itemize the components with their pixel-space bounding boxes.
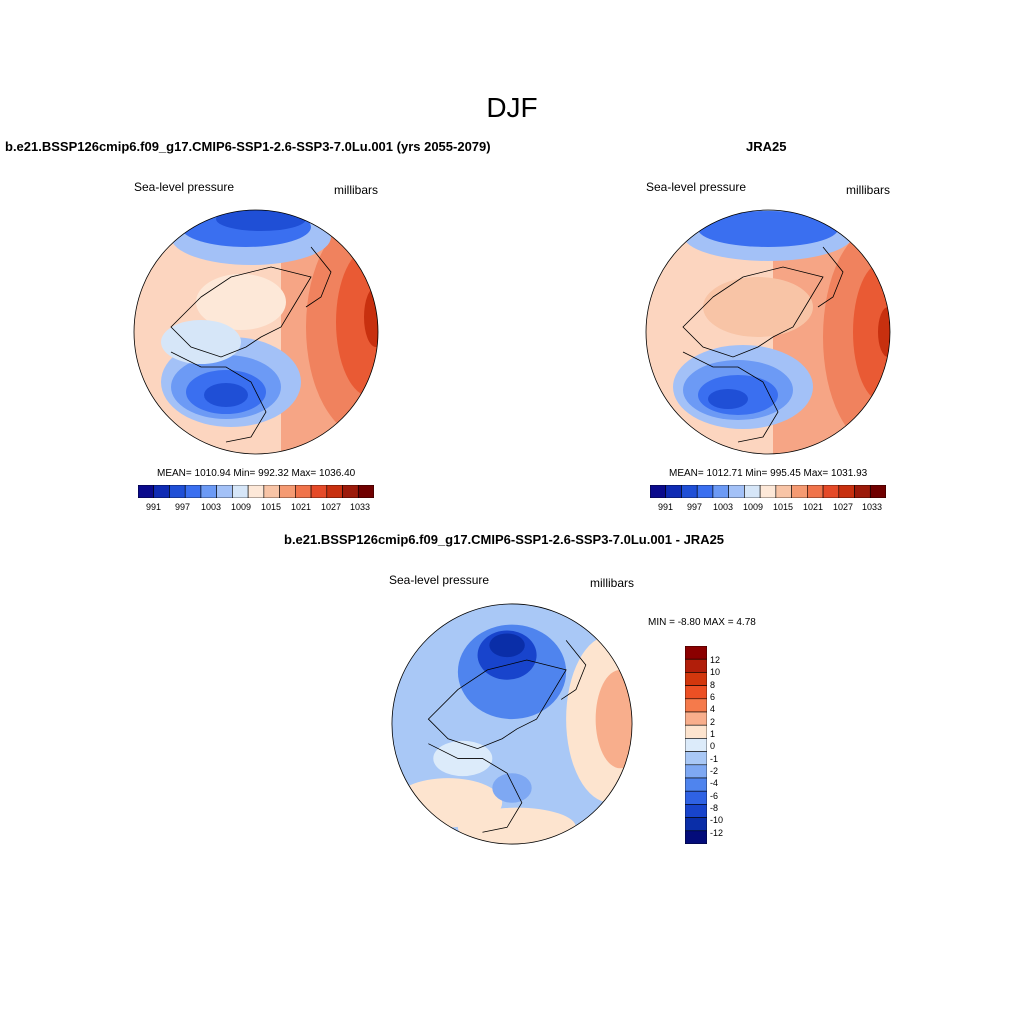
colorbar-swatch: [685, 738, 707, 752]
panel-1-colorbar-ticks: 991 997 1003 1009 1015 1021 1027 1033: [138, 502, 374, 514]
colorbar-swatch: [685, 711, 707, 726]
panel-3-map: [391, 603, 633, 845]
cb3-tick: 8: [710, 680, 716, 690]
panel-2-variable: Sea-level pressure: [646, 180, 747, 194]
colorbar-swatch: [838, 485, 855, 498]
panel-3-colorbar-ticks: 12 10 8 6 4 2 1 0 -1 -2 -4 -6 -8 -10 -12: [710, 646, 750, 844]
colorbar-swatch: [200, 485, 217, 498]
colorbar-swatch: [216, 485, 233, 498]
cb1-tick: 1009: [231, 502, 252, 512]
panel-1-variable: Sea-level pressure: [134, 180, 235, 194]
cb2-tick: 1027: [833, 502, 854, 512]
cb1-tick: 1003: [201, 502, 222, 512]
panel-3-colorbar: [685, 646, 707, 844]
colorbar-swatch: [744, 485, 761, 498]
colorbar-swatch: [791, 485, 808, 498]
colorbar-swatch: [326, 485, 343, 498]
colorbar-swatch: [263, 485, 280, 498]
colorbar-swatch: [247, 485, 265, 498]
cb3-tick: 1: [710, 729, 716, 739]
panel-1-colorbar: [138, 485, 374, 498]
figure-title: DJF: [486, 92, 538, 123]
colorbar-swatch: [775, 485, 792, 498]
cb3-tick: -6: [710, 791, 719, 801]
colorbar-swatch: [279, 485, 296, 498]
panel-1-units: millibars: [334, 183, 379, 197]
colorbar-swatch: [728, 485, 745, 498]
colorbar-swatch: [822, 485, 840, 498]
cb3-tick: -4: [710, 778, 719, 788]
colorbar-swatch: [685, 685, 707, 700]
panel-3-variable: Sea-level pressure: [389, 573, 490, 587]
cb2-tick: 991: [658, 502, 674, 512]
colorbar-swatch: [685, 777, 707, 792]
panel-3-units: millibars: [590, 576, 635, 590]
cb3-tick: 0: [710, 741, 716, 751]
cb2-tick: 997: [687, 502, 703, 512]
cb2-tick: 1003: [713, 502, 734, 512]
colorbar-swatch: [685, 764, 707, 779]
colorbar-swatch: [685, 790, 707, 805]
cb3-tick: -12: [710, 828, 724, 838]
colorbar-swatch: [696, 485, 714, 498]
colorbar-swatch: [712, 485, 729, 498]
colorbar-swatch: [685, 830, 707, 844]
colorbar-swatch: [650, 485, 667, 498]
cb3-tick: -1: [710, 754, 719, 764]
colorbar-swatch: [685, 751, 707, 766]
colorbar-swatch: [685, 804, 707, 818]
colorbar-swatch: [665, 485, 682, 498]
cb1-tick: 1015: [261, 502, 282, 512]
cb3-tick: 6: [710, 692, 716, 702]
colorbar-swatch: [153, 485, 170, 498]
panel-1-title: b.e21.BSSP126cmip6.f09_g17.CMIP6-SSP1-2.…: [5, 139, 491, 154]
colorbar-swatch: [184, 485, 202, 498]
panel-2-units: millibars: [846, 183, 891, 197]
cb1-tick: 997: [175, 502, 191, 512]
cb2-tick: 1009: [743, 502, 764, 512]
colorbar-swatch: [685, 817, 707, 832]
panel-1-map: [133, 209, 379, 455]
colorbar-swatch: [685, 724, 707, 739]
cb2-tick: 1015: [773, 502, 794, 512]
cb3-tick: 12: [710, 655, 721, 665]
panel-2-map: [645, 209, 891, 455]
colorbar-swatch: [310, 485, 328, 498]
colorbar-swatch: [685, 698, 707, 713]
cb2-tick: 1021: [803, 502, 824, 512]
cb3-tick: 4: [710, 704, 716, 714]
colorbar-swatch: [342, 485, 359, 498]
panel-2-colorbar-ticks: 991 997 1003 1009 1015 1021 1027 1033: [650, 502, 886, 514]
panel-2-stats: MEAN= 1012.71 Min= 995.45 Max= 1031.93: [669, 468, 868, 479]
panel-2-title: JRA25: [746, 139, 787, 154]
colorbar-swatch: [232, 485, 249, 498]
colorbar-swatch: [295, 485, 312, 498]
colorbar-swatch: [854, 485, 871, 498]
panel-3-title: b.e21.BSSP126cmip6.f09_g17.CMIP6-SSP1-2.…: [284, 532, 725, 547]
colorbar-swatch: [685, 672, 707, 686]
panel-2-colorbar: [650, 485, 886, 498]
colorbar-swatch: [357, 485, 374, 498]
colorbar-swatch: [685, 646, 707, 660]
colorbar-swatch: [681, 485, 698, 498]
cb3-tick: 2: [710, 717, 716, 727]
colorbar-swatch: [138, 485, 155, 498]
cb3-tick: -10: [710, 815, 724, 825]
cb1-tick: 1033: [350, 502, 371, 512]
cb1-tick: 1027: [321, 502, 342, 512]
colorbar-swatch: [759, 485, 777, 498]
cb3-tick: 10: [710, 667, 721, 677]
cb3-tick: -2: [710, 766, 719, 776]
colorbar-swatch: [807, 485, 824, 498]
cb1-tick: 1021: [291, 502, 312, 512]
cb1-tick: 991: [146, 502, 162, 512]
cb2-tick: 1033: [862, 502, 883, 512]
cb3-tick: -8: [710, 803, 719, 813]
panel-3-stats: MIN = -8.80 MAX = 4.78: [648, 617, 756, 628]
colorbar-swatch: [169, 485, 186, 498]
colorbar-swatch: [685, 658, 707, 673]
colorbar-swatch: [869, 485, 886, 498]
panel-1-stats: MEAN= 1010.94 Min= 992.32 Max= 1036.40: [157, 468, 356, 479]
